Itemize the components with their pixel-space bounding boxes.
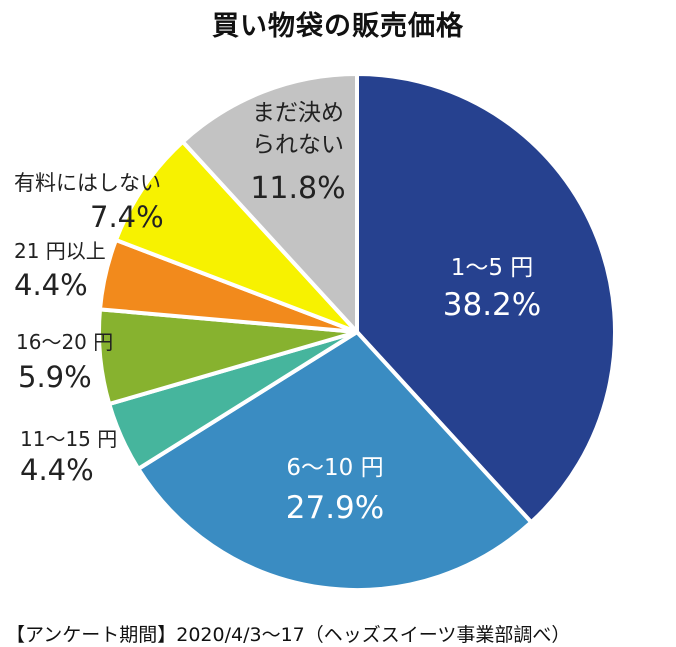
slice-percent-1: 27.9% [286,490,384,526]
pie-labels: 1〜5 円38.2%6〜10 円27.9%11〜15 円4.4%16〜20 円5… [14,100,541,526]
slice-label-4: 21 円以上 [14,239,106,263]
pie-slice-6 [180,72,359,334]
source-note: 【アンケート期間】2020/4/3〜17（ヘッズスイーツ事業部調べ） [6,624,571,646]
slice-label-6-line-0: まだ決め [252,100,344,126]
slice-label-3: 16〜20 円 [16,330,113,354]
slice-percent-5: 7.4% [90,200,164,234]
slice-percent-4: 4.4% [14,268,88,302]
slice-percent-3: 5.9% [18,360,92,394]
pie-slice-5 [113,139,359,334]
slice-label-5: 有料にはしない [14,171,161,195]
slice-percent-0: 38.2% [443,287,541,323]
slice-label-6-line-1: られない [252,132,344,158]
chart-title: 買い物袋の販売価格 [212,11,464,42]
slice-percent-6: 11.8% [250,171,345,206]
pie-slice-1 [136,330,534,592]
slice-percent-2: 4.4% [20,453,94,487]
slice-label-1: 6〜10 円 [286,455,383,481]
pie-slices [97,72,617,592]
slice-label-2: 11〜15 円 [20,427,117,451]
pie-slice-0 [355,72,617,525]
slice-label-0: 1〜5 円 [451,255,534,281]
